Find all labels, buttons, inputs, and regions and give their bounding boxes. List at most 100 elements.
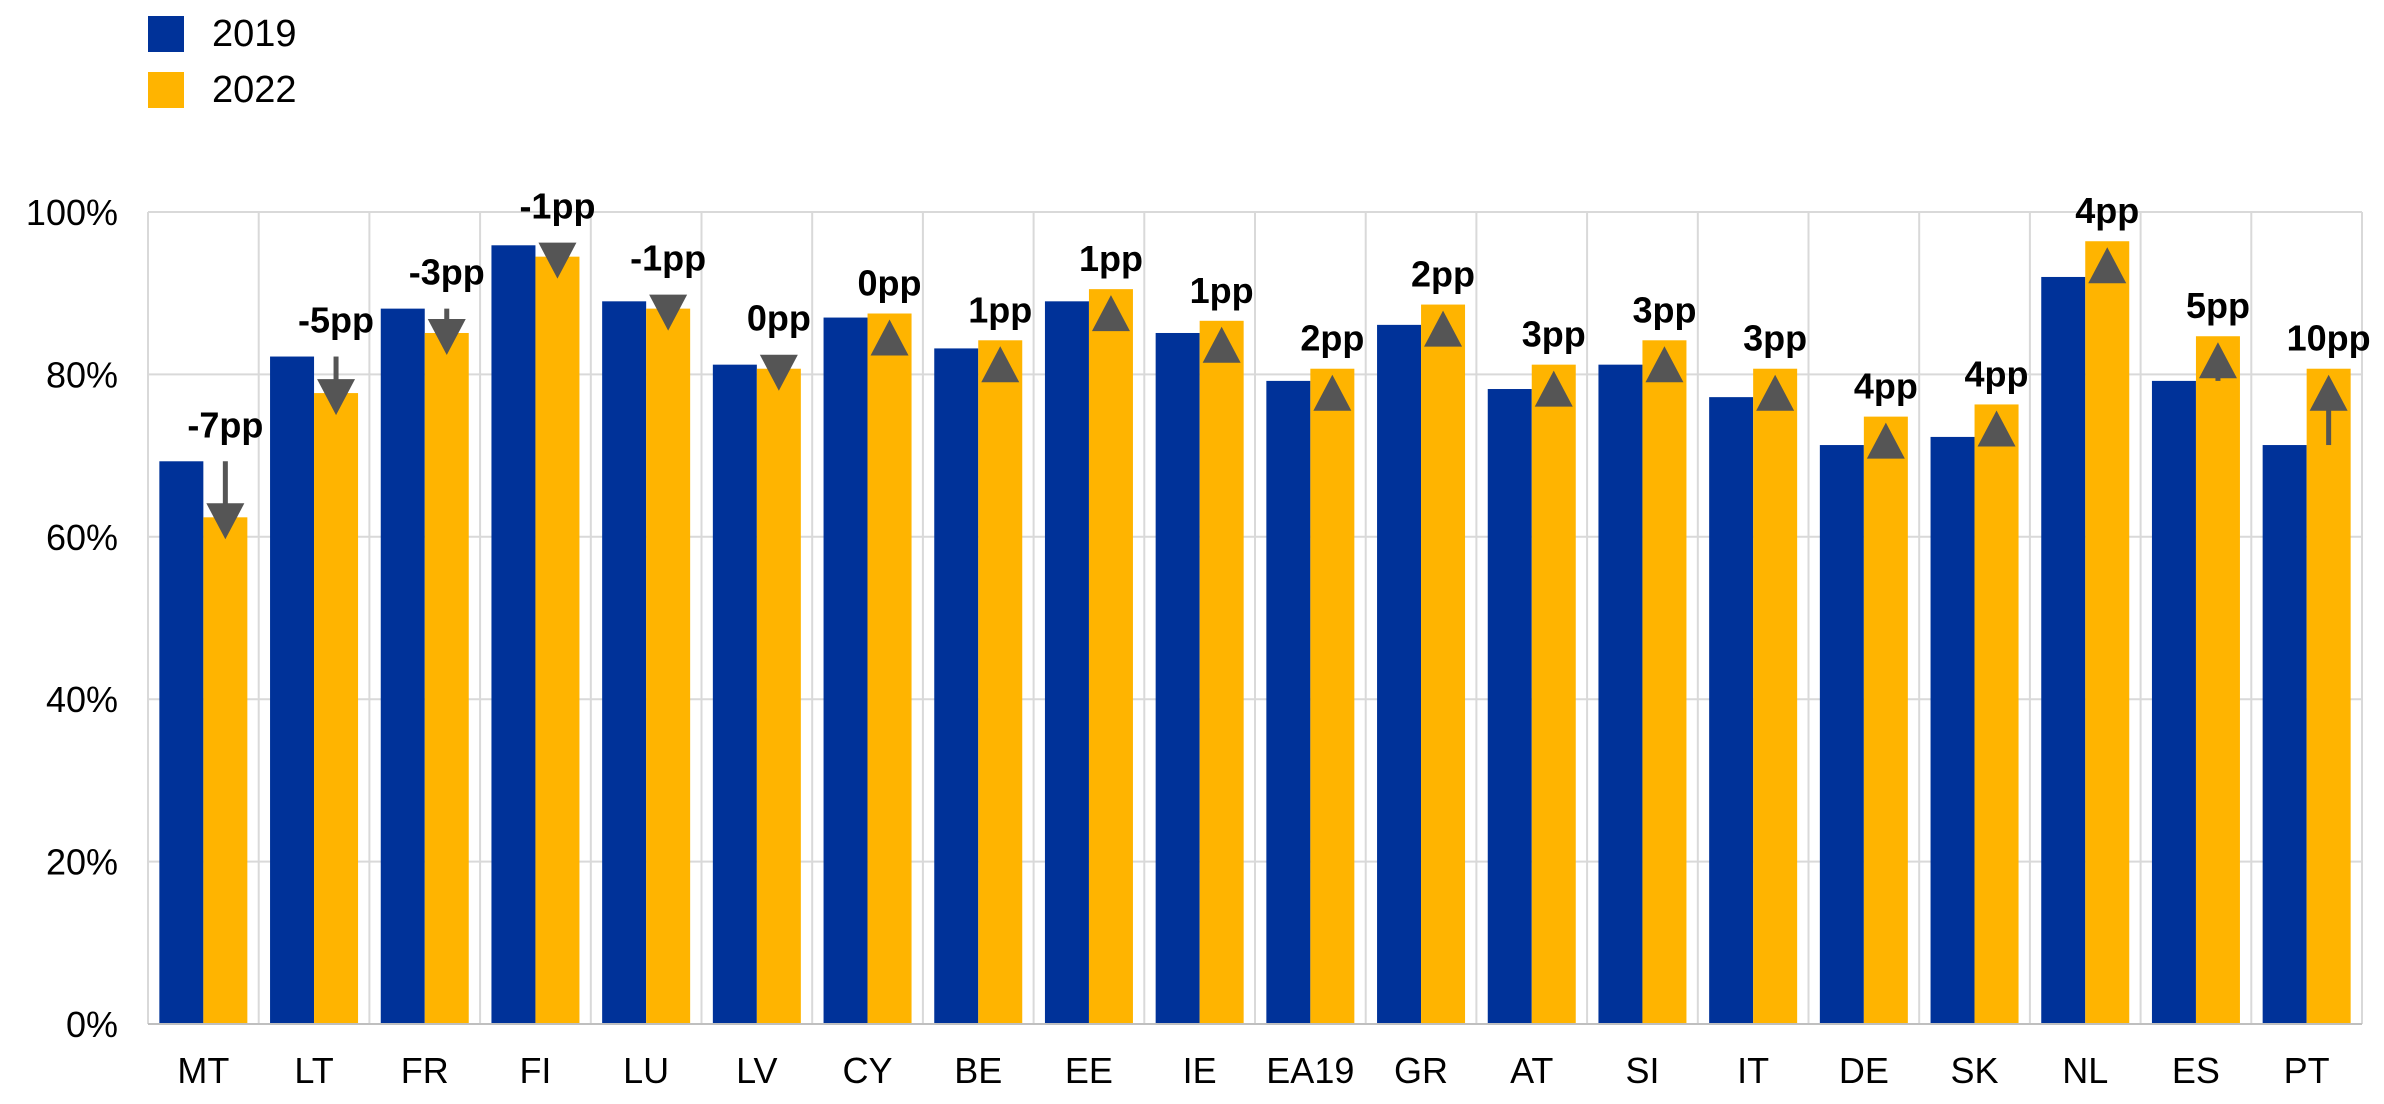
x-tick-label: PT bbox=[2284, 1050, 2330, 1091]
change-arrow-up bbox=[1756, 374, 1795, 411]
change-label: 3pp bbox=[1632, 289, 1696, 330]
change-arrow-up bbox=[2309, 374, 2348, 411]
x-tick-label: EA19 bbox=[1266, 1050, 1354, 1091]
change-arrow-up bbox=[1091, 295, 1130, 332]
y-tick-label: 60% bbox=[46, 517, 118, 558]
change-label: 1pp bbox=[1190, 270, 1254, 311]
bar-2022 bbox=[1310, 368, 1355, 1024]
change-label: 4pp bbox=[2075, 190, 2139, 231]
change-label: 4pp bbox=[1965, 353, 2029, 394]
bar-2019 bbox=[1377, 324, 1422, 1024]
change-label: -5pp bbox=[298, 300, 374, 341]
y-tick-label: 0% bbox=[66, 1004, 118, 1045]
change-arrow-up bbox=[2088, 247, 2127, 284]
bar-2019 bbox=[491, 245, 536, 1025]
x-tick-label: BE bbox=[954, 1050, 1002, 1091]
x-tick-label: ES bbox=[2172, 1050, 2220, 1091]
bar-2019 bbox=[270, 356, 315, 1024]
bar-2019 bbox=[380, 308, 425, 1024]
bar-2019 bbox=[1266, 380, 1311, 1024]
x-tick-label: LV bbox=[736, 1050, 777, 1091]
bar-2022 bbox=[424, 332, 469, 1024]
change-arrow-down bbox=[538, 242, 577, 279]
bar-2019 bbox=[1709, 397, 1754, 1024]
x-tick-label: LT bbox=[294, 1050, 333, 1091]
x-tick-label: EE bbox=[1065, 1050, 1113, 1091]
bar-2022 bbox=[1421, 304, 1466, 1024]
bar-2019 bbox=[934, 348, 979, 1024]
y-tick-label: 100% bbox=[26, 192, 118, 233]
bar-2022 bbox=[535, 256, 580, 1024]
x-tick-label: DE bbox=[1839, 1050, 1889, 1091]
legend-label-2019: 2019 bbox=[212, 12, 297, 55]
change-label: 3pp bbox=[1522, 314, 1586, 355]
change-label: -3pp bbox=[409, 252, 485, 293]
change-arrow-down bbox=[427, 318, 466, 355]
bar-2019 bbox=[712, 364, 757, 1024]
y-tick-label: 80% bbox=[46, 354, 118, 395]
bar-2022 bbox=[1088, 289, 1133, 1024]
x-tick-label: SI bbox=[1625, 1050, 1659, 1091]
change-arrow-up bbox=[981, 346, 1020, 383]
change-label: -1pp bbox=[519, 186, 595, 227]
bar-2022 bbox=[2306, 368, 2351, 1024]
change-label: 3pp bbox=[1743, 318, 1807, 359]
change-arrow-up bbox=[1866, 422, 1905, 459]
x-tick-label: NL bbox=[2062, 1050, 2108, 1091]
change-label: 0pp bbox=[858, 263, 922, 304]
bar-2022 bbox=[867, 313, 912, 1024]
change-arrow-down bbox=[317, 379, 356, 416]
y-tick-label: 20% bbox=[46, 842, 118, 883]
legend-swatch-2019 bbox=[148, 16, 184, 52]
x-tick-label: SK bbox=[1951, 1050, 1999, 1091]
x-tick-label: CY bbox=[843, 1050, 893, 1091]
change-arrow-up bbox=[1313, 374, 1352, 411]
bar-2022 bbox=[756, 368, 801, 1024]
bar-2019 bbox=[1930, 436, 1975, 1024]
change-label: 0pp bbox=[747, 298, 811, 339]
legend-item-2022: 2022 bbox=[148, 62, 297, 118]
change-arrow-up bbox=[2198, 342, 2237, 379]
bar-2022 bbox=[978, 340, 1023, 1024]
x-tick-label: GR bbox=[1394, 1050, 1448, 1091]
x-tick-label: LU bbox=[623, 1050, 669, 1091]
change-arrow-down bbox=[649, 294, 688, 331]
bar-2019 bbox=[2041, 276, 2086, 1025]
bar-2022 bbox=[1974, 404, 2019, 1025]
legend: 2019 2022 bbox=[148, 6, 297, 118]
legend-swatch-2022 bbox=[148, 72, 184, 108]
bar-2022 bbox=[203, 517, 248, 1024]
change-label: -1pp bbox=[630, 238, 706, 279]
change-label: 1pp bbox=[1079, 238, 1143, 279]
bar-2022 bbox=[1863, 416, 1908, 1024]
x-tick-label: FR bbox=[401, 1050, 449, 1091]
change-arrow-up bbox=[1645, 346, 1684, 383]
bar-2022 bbox=[1642, 340, 1687, 1024]
change-arrow-up bbox=[1202, 326, 1241, 363]
change-arrow-down bbox=[759, 354, 798, 391]
bar-2022 bbox=[646, 308, 691, 1024]
bar-2019 bbox=[823, 317, 868, 1024]
x-tick-label: FI bbox=[519, 1050, 551, 1091]
change-arrow-up bbox=[1534, 370, 1573, 407]
change-label: 10pp bbox=[2287, 318, 2371, 359]
bar-2022 bbox=[1199, 320, 1244, 1025]
x-tick-label: AT bbox=[1510, 1050, 1553, 1091]
bar-2022 bbox=[1753, 368, 1798, 1024]
bar-2019 bbox=[1044, 301, 1089, 1024]
bar-2019 bbox=[1487, 389, 1532, 1024]
bar-2019 bbox=[2262, 445, 2307, 1024]
legend-label-2022: 2022 bbox=[212, 68, 297, 111]
change-arrow-up bbox=[1424, 310, 1463, 347]
legend-item-2019: 2019 bbox=[148, 6, 297, 62]
bar-2022 bbox=[314, 393, 359, 1024]
bar-2019 bbox=[1155, 332, 1200, 1024]
bar-2022 bbox=[1531, 364, 1576, 1024]
bar-2022 bbox=[2195, 336, 2240, 1025]
change-label: 4pp bbox=[1854, 366, 1918, 407]
x-tick-label: IE bbox=[1183, 1050, 1217, 1091]
bar-2019 bbox=[1819, 445, 1864, 1024]
change-label: 5pp bbox=[2186, 285, 2250, 326]
change-arrow-down bbox=[206, 503, 245, 540]
